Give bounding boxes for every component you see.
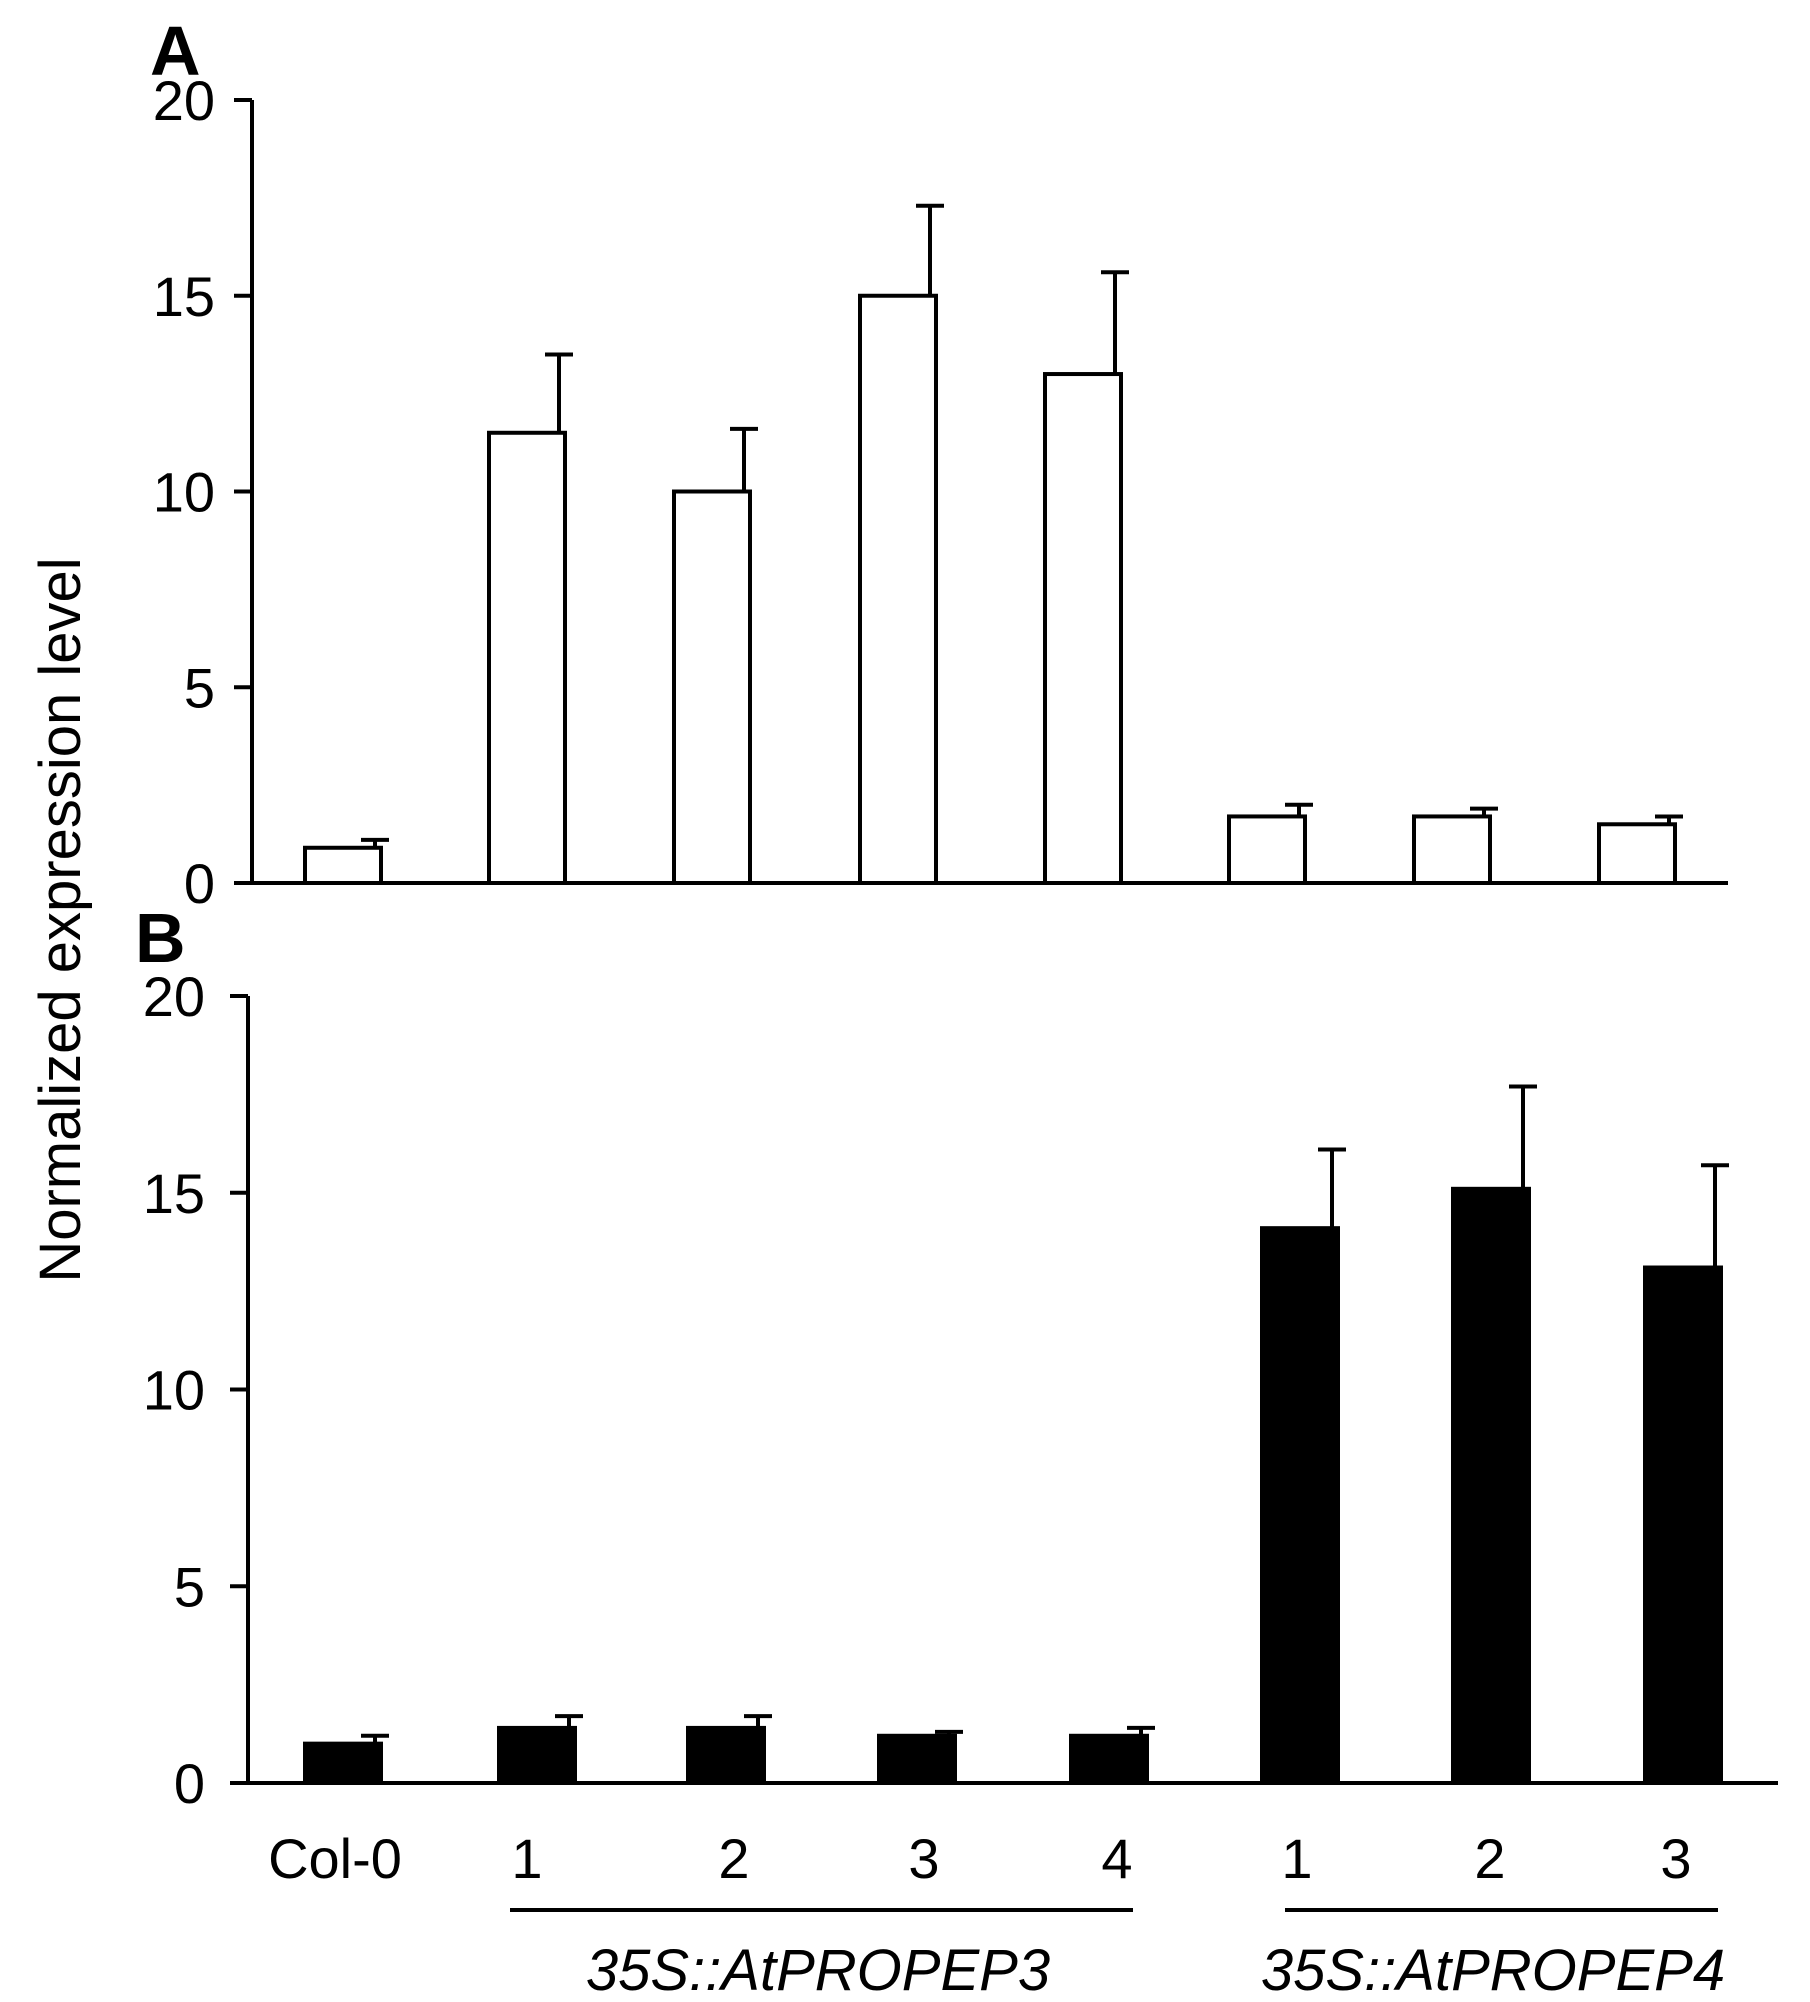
x-tick-label: 3 xyxy=(908,1827,939,1890)
bar xyxy=(877,1733,957,1786)
bar xyxy=(1260,1226,1340,1786)
y-axis-label: Normalized expression level xyxy=(28,557,93,1282)
bar xyxy=(1643,1265,1723,1785)
group-label-propep4: 35S::AtPROPEP4 xyxy=(1261,1938,1725,2002)
bar xyxy=(497,1725,577,1786)
x-tick-label: 2 xyxy=(1474,1827,1505,1890)
y-tick-label: 20 xyxy=(143,965,205,1028)
bar xyxy=(1451,1186,1531,1785)
x-tick-label: 1 xyxy=(1281,1827,1312,1890)
bar xyxy=(686,1725,766,1786)
x-tick-labels: Col-0 1 2 3 4 1 2 3 xyxy=(268,1827,1691,1890)
x-tick-label: 4 xyxy=(1101,1827,1132,1890)
y-tick-label: 5 xyxy=(174,1555,205,1618)
bar xyxy=(1043,372,1123,885)
panel-a-chart: 0 5 10 15 20 xyxy=(153,69,1728,915)
x-tick-label: Col-0 xyxy=(268,1827,402,1890)
x-tick-label: 3 xyxy=(1660,1827,1691,1890)
bar xyxy=(303,845,383,886)
bar xyxy=(303,1741,383,1786)
panel-b-chart: 0 5 10 15 20 xyxy=(143,965,1778,1815)
panel-label-a: A xyxy=(150,12,201,90)
bar xyxy=(1597,822,1677,886)
bar xyxy=(487,430,567,885)
y-tick-label: 20 xyxy=(153,69,215,132)
y-tick-label: 0 xyxy=(184,852,215,915)
panel-label-b: B xyxy=(135,899,186,977)
y-tick-label: 5 xyxy=(184,656,215,719)
x-tick-label: 1 xyxy=(511,1827,542,1890)
y-tick-label: 0 xyxy=(174,1752,205,1815)
y-tick-label: 15 xyxy=(143,1162,205,1225)
bar xyxy=(1227,814,1307,886)
bar xyxy=(672,489,752,885)
group-label-propep3: 35S::AtPROPEP3 xyxy=(586,1938,1050,2002)
y-tick-label: 15 xyxy=(153,265,215,328)
bar xyxy=(1412,814,1492,886)
y-tick-label: 10 xyxy=(143,1359,205,1422)
bar xyxy=(858,293,938,885)
x-tick-label: 2 xyxy=(718,1827,749,1890)
y-tick-label: 10 xyxy=(153,461,215,524)
bar xyxy=(1069,1733,1149,1786)
